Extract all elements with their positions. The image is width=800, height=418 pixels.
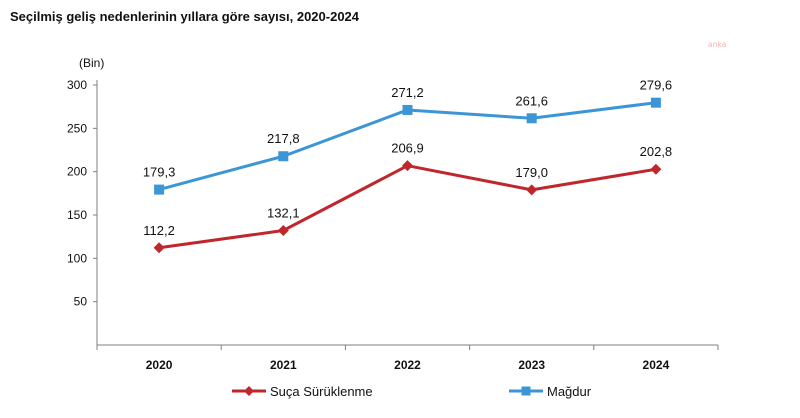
y-tick-label: 50	[74, 295, 88, 309]
data-point	[402, 104, 413, 115]
y-tick-label: 150	[67, 208, 87, 222]
legend-item: Suça Sürüklenme	[232, 384, 373, 399]
series-magdur: 179,3 217,8 271,2 261,6 279,6	[143, 78, 672, 195]
y-tick-label: 200	[67, 165, 87, 179]
unit-label: (Bin)	[79, 56, 104, 70]
data-label: 279,6	[640, 78, 673, 93]
x-tick-label: 2020	[146, 358, 173, 372]
series-layer: 112,2 132,1 206,9 179,0 202,8 179,3 217,8 271,2…	[143, 78, 672, 254]
x-tick-label: 2021	[270, 358, 297, 372]
data-point	[278, 151, 289, 162]
legend-label: Suça Sürüklenme	[270, 384, 373, 399]
x-tick-label: 2024	[643, 358, 670, 372]
data-point	[402, 160, 413, 172]
legend-label: Mağdur	[547, 384, 592, 399]
x-tick-label: 2022	[394, 358, 421, 372]
data-label: 217,8	[267, 131, 300, 146]
data-point	[650, 97, 661, 108]
series-suca-suruklenme: 112,2 132,1 206,9 179,0 202,8	[143, 141, 672, 254]
data-label: 261,6	[515, 93, 548, 108]
data-point	[154, 184, 165, 195]
y-tick-label: 100	[67, 251, 87, 265]
x-tick-label: 2023	[518, 358, 545, 372]
data-label: 271,2	[391, 85, 424, 100]
data-label: 132,1	[267, 206, 300, 221]
data-label: 179,0	[515, 165, 548, 180]
chart-title: Seçilmiş geliş nedenlerinin yıllara göre…	[10, 9, 360, 24]
data-label: 206,9	[391, 141, 424, 156]
data-point	[277, 225, 289, 237]
watermark: anka	[708, 40, 727, 49]
data-label: 112,2	[143, 223, 175, 238]
axes: 50 100 150 200 250 300 2020 2021 2022 2023 2024 (Bi…	[67, 56, 719, 372]
legend-marker	[521, 386, 531, 396]
legend: Suça Sürüklenme Mağdur	[232, 384, 592, 399]
legend-item: Mağdur	[509, 384, 592, 399]
y-tick-label: 300	[67, 78, 87, 92]
data-label: 179,3	[143, 165, 176, 180]
legend-marker	[244, 386, 254, 396]
series-line	[158, 164, 657, 250]
y-tick-label: 250	[67, 121, 87, 135]
data-label: 202,8	[640, 144, 673, 159]
data-point	[650, 163, 662, 175]
data-point	[526, 184, 538, 196]
data-point	[153, 242, 165, 254]
data-point	[526, 113, 537, 124]
